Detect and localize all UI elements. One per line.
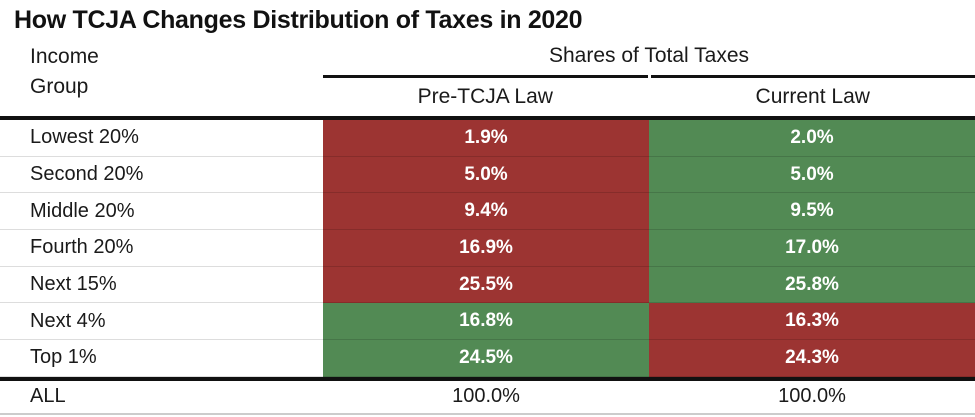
- total-current-law-value: 100.0%: [778, 385, 846, 408]
- table-header: Income Group Shares of Total Taxes Pre-T…: [0, 36, 975, 116]
- income-group-label: Next 4%: [0, 303, 323, 341]
- total-row-label: ALL: [30, 385, 66, 408]
- table-row: Middle 20% 9.4% 9.5%: [0, 193, 975, 231]
- pre-tcja-value-cell: 5.0%: [323, 156, 649, 194]
- shares-of-total-taxes-header: Shares of Total Taxes: [548, 44, 749, 67]
- current-law-value-cell: 24.3%: [649, 340, 975, 377]
- current-law-value-cell: 17.0%: [649, 230, 975, 267]
- current-law-value-cell: 5.0%: [649, 156, 975, 194]
- table-row: Top 1% 24.5% 24.3%: [0, 340, 975, 377]
- income-group-label: Fourth 20%: [0, 230, 323, 267]
- income-group-label: Second 20%: [0, 156, 323, 194]
- total-pre-tcja-value: 100.0%: [452, 385, 520, 408]
- table-top-rule: [0, 116, 975, 120]
- income-group-label: Top 1%: [0, 340, 323, 377]
- current-law-value-cell: 2.0%: [649, 120, 975, 157]
- income-group-header: Income Group: [30, 45, 99, 98]
- table-body: Lowest 20% 1.9% 2.0% Second 20% 5.0% 5.0…: [0, 120, 975, 377]
- pre-tcja-value-cell: 24.5%: [323, 340, 649, 377]
- table-row: Next 4% 16.8% 16.3%: [0, 303, 975, 341]
- current-law-value-cell: 25.8%: [649, 266, 975, 304]
- current-law-value-cell: 16.3%: [649, 303, 975, 341]
- pre-tcja-value-cell: 9.4%: [323, 193, 649, 231]
- pre-tcja-value-cell: 16.8%: [323, 303, 649, 341]
- table-row: Second 20% 5.0% 5.0%: [0, 156, 975, 194]
- table-bottom-rule: [0, 412, 975, 415]
- shares-header-group: Shares of Total Taxes Pre-TCJA Law Curre…: [323, 36, 975, 116]
- current-law-value-cell: 9.5%: [649, 193, 975, 231]
- column-headers: Pre-TCJA Law Current Law: [323, 75, 975, 116]
- column-header-pre-tcja-law: Pre-TCJA Law: [323, 75, 648, 116]
- table-row: Next 15% 25.5% 25.8%: [0, 266, 975, 304]
- table-total-rule: [0, 376, 975, 381]
- table-row: Lowest 20% 1.9% 2.0%: [0, 120, 975, 157]
- income-group-label: Lowest 20%: [0, 120, 323, 157]
- pre-tcja-value-cell: 25.5%: [323, 266, 649, 304]
- income-group-label: Middle 20%: [0, 193, 323, 231]
- total-row: ALL 100.0% 100.0%: [0, 381, 975, 413]
- column-header-current-law: Current Law: [650, 75, 975, 116]
- table-row: Fourth 20% 16.9% 17.0%: [0, 230, 975, 267]
- pre-tcja-value-cell: 16.9%: [323, 230, 649, 267]
- page-title: How TCJA Changes Distribution of Taxes i…: [14, 6, 583, 34]
- pre-tcja-value-cell: 1.9%: [323, 120, 649, 157]
- income-group-label: Next 15%: [0, 266, 323, 304]
